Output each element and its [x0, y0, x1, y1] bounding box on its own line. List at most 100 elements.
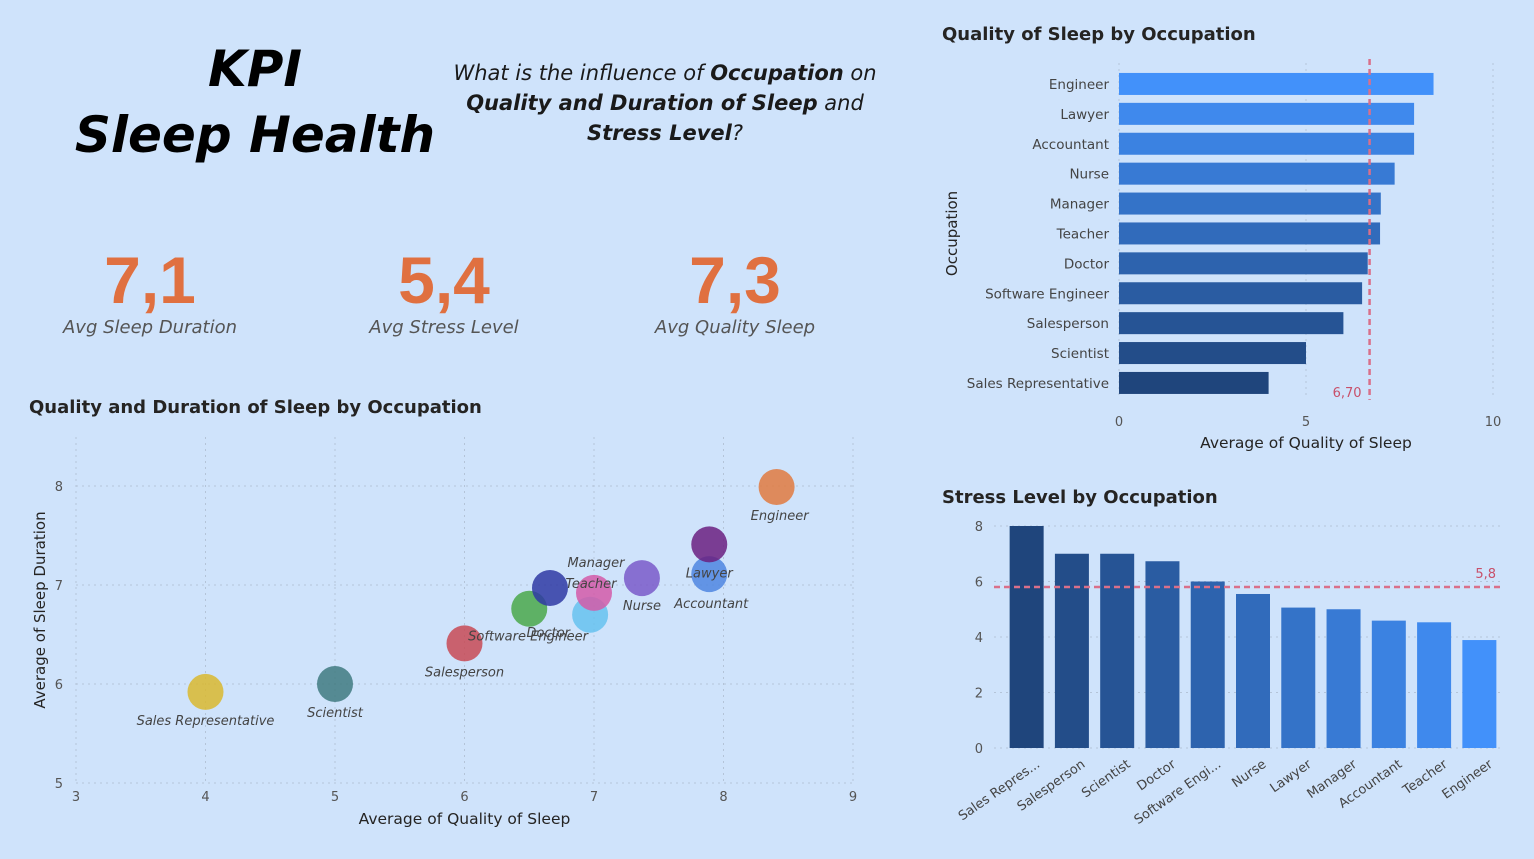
point-label: Manager	[567, 556, 626, 571]
y-tick-label: 7	[55, 579, 63, 594]
kpi-card-stress-level[interactable]: 5,4 Avg Stress Level	[324, 245, 564, 338]
x-tick-label: Scientist	[1079, 757, 1133, 801]
point-label: Sales Representative	[137, 714, 275, 729]
question-text: on	[843, 61, 877, 85]
scatter-chart-title: Quality and Duration of Sleep by Occupat…	[29, 397, 482, 418]
quality-by-occupation-title: Quality of Sleep by Occupation	[942, 24, 1256, 45]
point-label: Teacher	[565, 577, 618, 592]
bar-accountant	[1371, 620, 1406, 748]
point-label: Salesperson	[425, 665, 504, 680]
reference-line-label: 6,70	[1333, 386, 1362, 401]
bar-scientist	[1119, 342, 1306, 365]
point-label: Lawyer	[686, 566, 735, 581]
y-tick-label: Engineer	[1049, 77, 1110, 93]
point-label: Nurse	[623, 599, 661, 614]
question-bold: Quality and Duration of Sleep	[466, 91, 818, 115]
y-tick-label: 8	[55, 480, 63, 495]
bar-software-engineer	[1119, 282, 1363, 305]
dashboard-title: KPI Sleep Health	[60, 36, 450, 168]
bar-teacher	[1119, 222, 1381, 245]
y-tick-label: 8	[975, 520, 983, 535]
bar-salesperson	[1119, 312, 1344, 335]
bar-sales-repres-	[1009, 526, 1044, 748]
y-tick-label: 2	[975, 687, 983, 702]
y-tick-label: 6	[975, 576, 983, 591]
kpi-card-sleep-duration[interactable]: 7,1 Avg Sleep Duration	[30, 245, 270, 338]
point-sales-representative	[187, 673, 224, 710]
title-line-1: KPI	[208, 40, 302, 98]
x-tick-label: Engineer	[1440, 757, 1497, 803]
bar-manager	[1119, 192, 1381, 215]
point-label: Engineer	[751, 509, 811, 524]
y-tick-label: 4	[975, 631, 983, 646]
y-tick-label: Scientist	[1051, 346, 1109, 362]
bar-doctor	[1119, 252, 1368, 275]
y-tick-label: Nurse	[1069, 167, 1109, 183]
kpi-card-quality-sleep[interactable]: 7,3 Avg Quality Sleep	[615, 245, 855, 338]
kpi-label: Avg Stress Level	[369, 317, 519, 338]
bar-nurse	[1119, 162, 1395, 185]
point-accountant	[691, 556, 728, 593]
x-tick-label: Nurse	[1229, 757, 1269, 791]
point-label: Accountant	[673, 597, 749, 612]
point-label: Doctor	[526, 626, 571, 641]
kpi-value: 7,1	[104, 243, 196, 317]
bar-accountant	[1119, 132, 1415, 155]
point-salesperson	[446, 625, 483, 662]
x-tick-label: 7	[590, 790, 598, 805]
x-tick-label: 10	[1485, 415, 1502, 430]
y-axis-title: Occupation	[943, 191, 961, 276]
x-tick-label: 5	[1302, 415, 1310, 430]
point-label: Software Engineer	[468, 630, 590, 645]
bar-software-engi-	[1190, 581, 1225, 748]
point-manager	[531, 569, 568, 606]
kpi-value: 5,4	[398, 243, 490, 317]
bar-scientist	[1100, 553, 1135, 748]
point-teacher	[576, 574, 612, 611]
quality-by-occupation-chart[interactable]: 0 5 10 Engineer Lawyer Accountant Nurse Manager…	[930, 50, 1520, 470]
bar-manager	[1326, 609, 1361, 748]
x-tick-label: 6	[460, 790, 468, 805]
x-axis-title: Average of Quality of Sleep	[1200, 434, 1412, 452]
x-axis-title: Average of Quality of Sleep	[359, 810, 571, 828]
question-text: and	[817, 91, 864, 115]
y-tick-label: Accountant	[1032, 137, 1109, 153]
question-text: ?	[731, 121, 743, 145]
bar-teacher	[1417, 622, 1452, 748]
bar-salesperson	[1054, 553, 1089, 748]
x-tick-label: Sales Repres...	[956, 757, 1043, 824]
bar-doctor	[1145, 561, 1180, 748]
bar-lawyer	[1119, 102, 1415, 125]
y-tick-label: Salesperson	[1027, 316, 1109, 332]
kpi-label: Avg Quality Sleep	[654, 317, 816, 338]
x-tick-label: 9	[849, 790, 857, 805]
kpi-value: 7,3	[689, 243, 781, 317]
bar-engineer	[1119, 72, 1434, 95]
y-tick-label: 6	[55, 678, 63, 693]
y-axis-title: Average of Sleep Duration	[31, 511, 49, 708]
title-line-2: Sleep Health	[74, 106, 436, 164]
bar-sales-representative	[1119, 371, 1269, 394]
y-tick-label: Software Engineer	[985, 286, 1109, 302]
reference-line-label: 5,8	[1475, 567, 1496, 582]
y-tick-label: Sales Representative	[967, 376, 1109, 392]
point-label: Scientist	[307, 706, 364, 721]
x-tick-label: 0	[1115, 415, 1123, 430]
y-tick-label: Manager	[1050, 197, 1110, 213]
bar-nurse	[1236, 593, 1270, 748]
question-text: What is the influence of	[453, 61, 711, 85]
quality-duration-scatter-chart[interactable]: 3 4 5 6 7 8 9 5 6 7 8 Sales Representative Scientist…	[0, 425, 900, 845]
point-nurse	[623, 560, 660, 597]
stress-by-occupation-title: Stress Level by Occupation	[942, 487, 1218, 508]
dashboard-question: What is the influence of Occupation on Q…	[440, 58, 890, 148]
question-bold: Occupation	[710, 61, 844, 85]
x-tick-label: 8	[719, 790, 727, 805]
y-tick-label: Lawyer	[1060, 107, 1109, 123]
bar-engineer	[1462, 640, 1497, 748]
bar-lawyer	[1281, 607, 1316, 748]
question-bold: Stress Level	[587, 121, 732, 145]
point-lawyer	[691, 526, 728, 563]
x-tick-label: 4	[201, 790, 209, 805]
y-tick-label: Doctor	[1064, 256, 1110, 272]
